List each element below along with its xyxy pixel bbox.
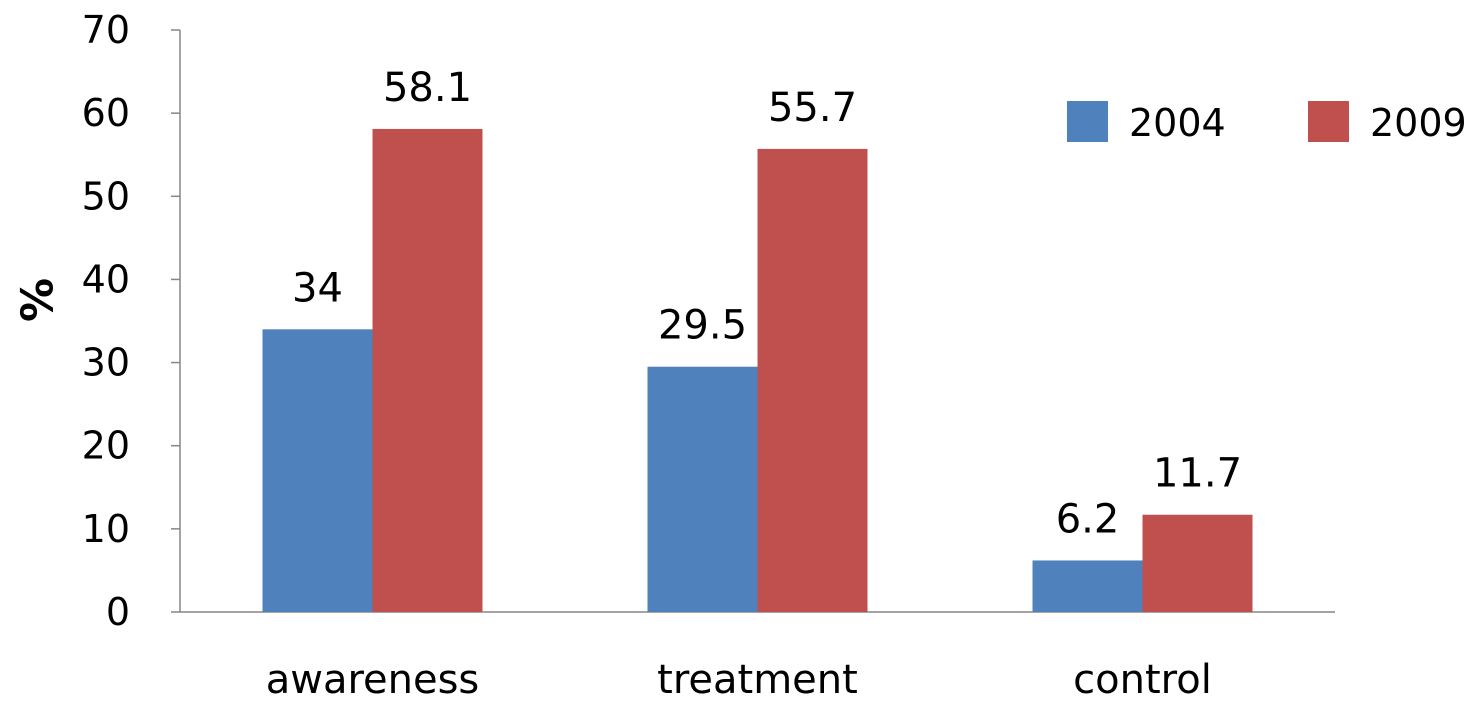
legend-swatch-2004 — [1067, 101, 1108, 142]
category-label-treatment: treatment — [657, 657, 858, 701]
data-label-2004-control: 6.2 — [1056, 496, 1120, 542]
data-label-2009-awareness: 58.1 — [383, 65, 472, 111]
y-tick-label: 0 — [106, 590, 130, 634]
category-labels-group: awareness treatment control — [266, 657, 1212, 701]
y-tick-label: 30 — [82, 341, 130, 385]
data-labels-group: 34 58.1 29.5 55.7 6.2 11.7 — [292, 65, 1242, 543]
bar-2004-treatment — [647, 366, 758, 612]
y-tick-label: 10 — [82, 507, 130, 551]
data-label-2004-awareness: 34 — [292, 265, 343, 311]
bar-2009-awareness — [372, 128, 483, 612]
legend: 2004 2009 — [1067, 101, 1467, 145]
data-label-2009-treatment: 55.7 — [768, 85, 857, 131]
bar-2004-awareness — [262, 329, 373, 612]
data-label-2004-treatment: 29.5 — [658, 303, 747, 349]
y-tick-label: 70 — [82, 8, 130, 52]
category-label-control: control — [1073, 657, 1212, 701]
bar-2009-control — [1142, 514, 1253, 612]
legend-swatch-2009 — [1308, 101, 1349, 142]
y-axis-ticks: 0 10 20 30 40 50 60 70 — [82, 8, 180, 634]
legend-label-2004: 2004 — [1129, 101, 1226, 145]
y-tick-label: 40 — [82, 257, 130, 301]
y-tick-label: 20 — [82, 424, 130, 468]
legend-label-2009: 2009 — [1370, 101, 1467, 145]
bar-2004-control — [1032, 560, 1143, 612]
data-label-2009-control: 11.7 — [1153, 451, 1242, 497]
y-axis-title: % — [13, 278, 64, 322]
bars-group — [262, 128, 1253, 612]
y-tick-label: 50 — [82, 174, 130, 218]
bar-2009-treatment — [757, 148, 868, 612]
y-tick-label: 60 — [82, 91, 130, 135]
category-label-awareness: awareness — [266, 657, 480, 701]
